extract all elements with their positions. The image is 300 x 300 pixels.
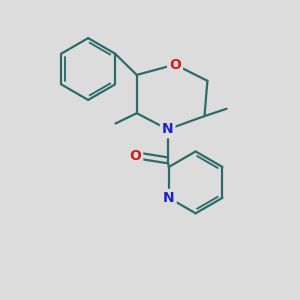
- Text: N: N: [162, 122, 173, 136]
- Text: N: N: [163, 191, 175, 205]
- Text: O: O: [169, 58, 181, 72]
- Text: O: O: [129, 149, 141, 163]
